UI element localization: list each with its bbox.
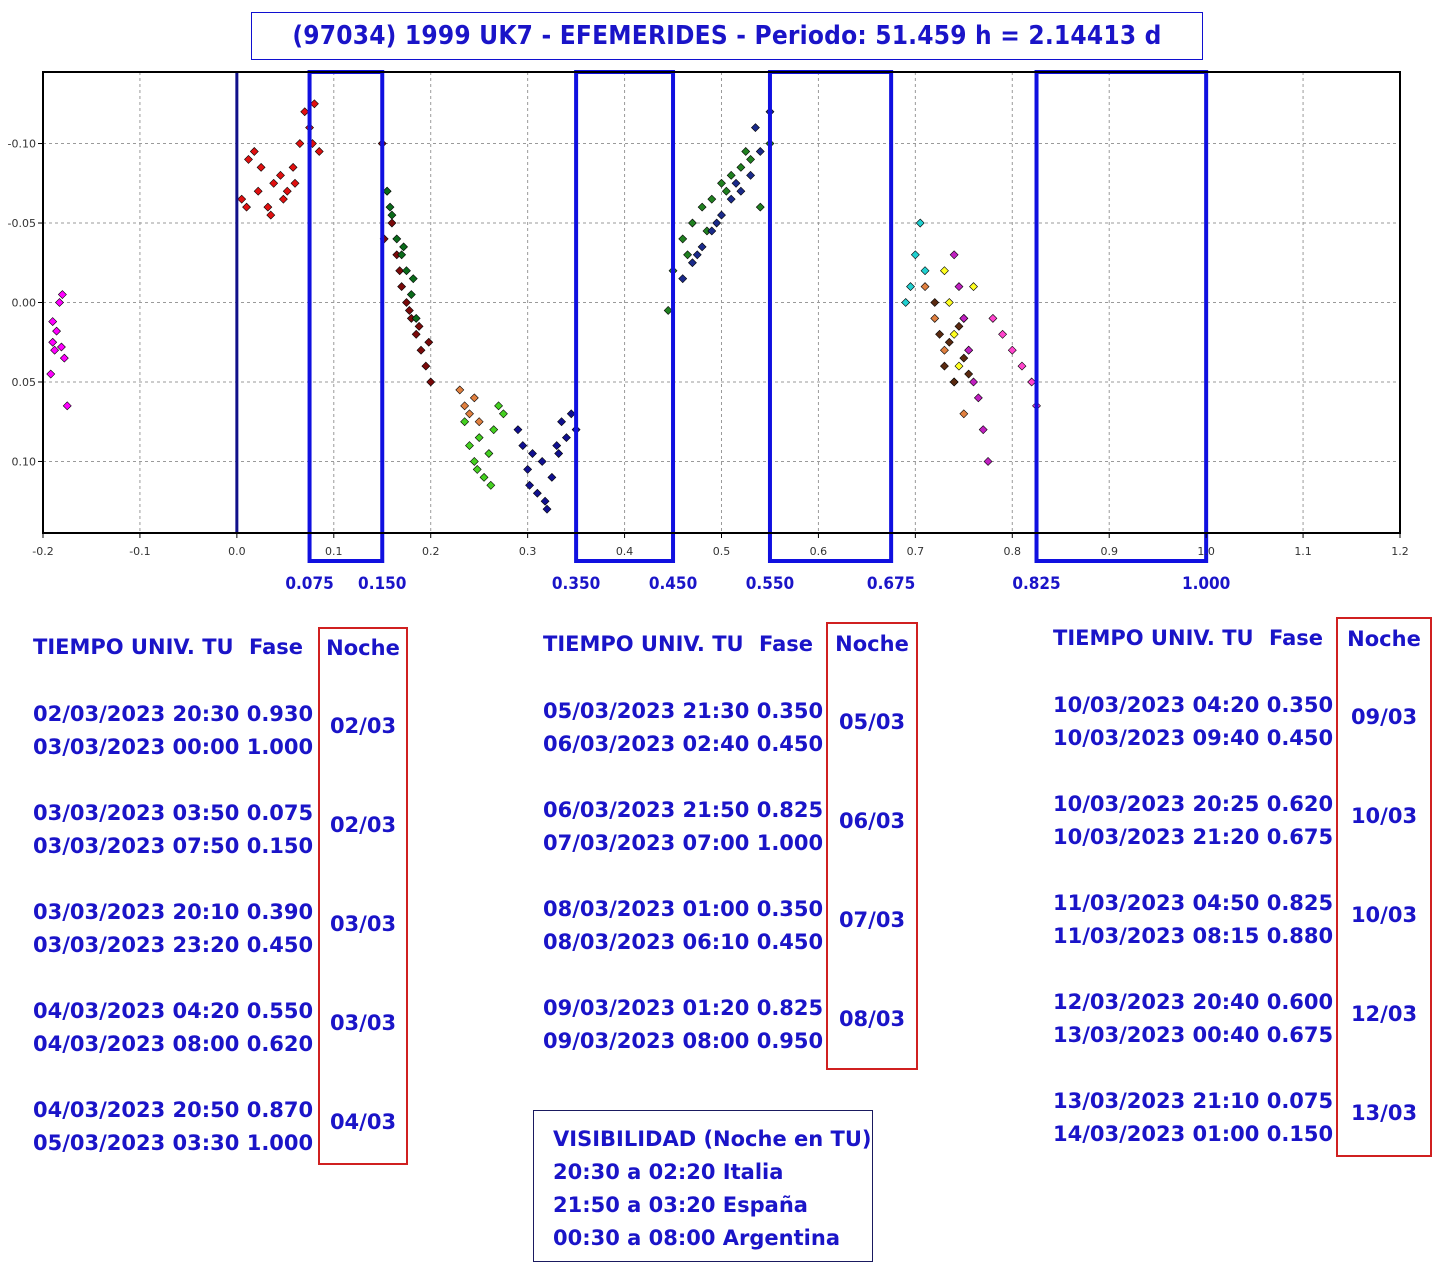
header-fase: Fase [249,635,303,659]
ephemeris-line: 13/03/2023 21:10 0.075 [1053,1089,1333,1113]
noche-value: 09/03 [1338,705,1430,729]
header-time: TIEMPO UNIV. TU [1053,626,1254,650]
ephemeris-line: 10/03/2023 09:40 0.450 [1053,726,1333,750]
noche-value: 08/03 [828,1007,916,1031]
window-end-label: 0.150 [358,574,406,594]
ephemeris-line: 03/03/2023 07:50 0.150 [33,834,313,858]
x-tick-label: 1.0 [1197,545,1215,558]
x-tick-label: 0.4 [616,545,634,558]
window-start-label: 0.550 [746,574,794,594]
ephemeris-line: 02/03/2023 20:30 0.930 [33,702,313,726]
x-tick-label: 0.5 [713,545,731,558]
ephemeris-line: 08/03/2023 06:10 0.450 [543,930,823,954]
noche-value: 12/03 [1338,1002,1430,1026]
noche-value: 02/03 [320,714,406,738]
noche-value: 05/03 [828,710,916,734]
ephemeris-line: 04/03/2023 04:20 0.550 [33,999,313,1023]
ephemeris-line: 10/03/2023 20:25 0.620 [1053,792,1333,816]
window-end-label: 0.675 [867,574,915,594]
x-tick-label: 0.1 [325,545,343,558]
ephemeris-line: 10/03/2023 21:20 0.675 [1053,825,1333,849]
noche-value: 02/03 [320,813,406,837]
x-tick-label: 0.2 [422,545,440,558]
ephemeris-line: 06/03/2023 02:40 0.450 [543,732,823,756]
header-noche: Noche [320,636,406,660]
noche-value: 03/03 [320,912,406,936]
visibility-title: VISIBILIDAD (Noche en TU) [553,1127,871,1151]
header-noche: Noche [1338,627,1430,651]
visibility-line: 20:30 a 02:20 Italia [553,1160,783,1184]
ephemeris-line: 03/03/2023 20:10 0.390 [33,900,313,924]
window-start-label: 0.350 [552,574,600,594]
x-tick-label: 0.8 [1004,545,1022,558]
header-time: TIEMPO UNIV. TU [543,632,744,656]
noche-box: Noche 09/03 10/03 10/03 12/03 13/03 [1336,617,1432,1157]
window-start-label: 0.825 [1012,574,1060,594]
ephemeris-line: 04/03/2023 08:00 0.620 [33,1032,313,1056]
lightcurve-chart: 0.075 0.150 0.350 0.450 0.550 0.675 0.825 1.000… [0,0,1447,600]
ephemeris-line: 09/03/2023 01:20 0.825 [543,996,823,1020]
ephemeris-line: 10/03/2023 04:20 0.350 [1053,693,1333,717]
noche-box: Noche 05/03 06/03 07/03 08/03 [826,622,918,1070]
ephemeris-line: 11/03/2023 04:50 0.825 [1053,891,1333,915]
x-tick-label: -0.2 [32,545,53,558]
x-tick-label: 0.0 [228,545,246,558]
y-tick-label: 0.05 [12,376,37,389]
noche-value: 07/03 [828,908,916,932]
window-start-label: 0.075 [285,574,333,594]
ephemeris-line: 13/03/2023 00:40 0.675 [1053,1023,1333,1047]
noche-value: 03/03 [320,1011,406,1035]
visibility-line: 00:30 a 08:00 Argentina [553,1226,840,1250]
ephemeris-line: 04/03/2023 20:50 0.870 [33,1098,313,1122]
header-fase: Fase [1269,626,1323,650]
ephemeris-line: 11/03/2023 08:15 0.880 [1053,924,1333,948]
header-noche: Noche [828,632,916,656]
window-end-label: 0.450 [649,574,697,594]
ephemeris-line: 12/03/2023 20:40 0.600 [1053,990,1333,1014]
noche-value: 10/03 [1338,903,1430,927]
noche-value: 13/03 [1338,1101,1430,1125]
window-end-label: 1.000 [1182,574,1230,594]
ephemeris-line: 03/03/2023 00:00 1.000 [33,735,313,759]
noche-value: 06/03 [828,809,916,833]
visibility-box: VISIBILIDAD (Noche en TU) 20:30 a 02:20 … [533,1110,873,1262]
ephemeris-line: 06/03/2023 21:50 0.825 [543,798,823,822]
ephemeris-line: 05/03/2023 21:30 0.350 [543,699,823,723]
header-fase: Fase [759,632,813,656]
x-tick-label: 0.3 [519,545,537,558]
visibility-line: 21:50 a 03:20 España [553,1193,808,1217]
ephemeris-line: 14/03/2023 01:00 0.150 [1053,1122,1333,1146]
x-tick-label: 0.7 [907,545,925,558]
y-tick-label: 0.00 [12,297,37,310]
y-tick-label: -0.10 [8,138,36,151]
ephemeris-line: 07/03/2023 07:00 1.000 [543,831,823,855]
ephemeris-line: 08/03/2023 01:00 0.350 [543,897,823,921]
y-tick-label: -0.05 [8,217,36,230]
ephemeris-line: 09/03/2023 08:00 0.950 [543,1029,823,1053]
noche-value: 04/03 [320,1110,406,1134]
x-tick-label: 1.1 [1294,545,1312,558]
x-tick-label: 0.9 [1100,545,1118,558]
x-tick-label: 1.2 [1391,545,1409,558]
noche-box: Noche 02/03 02/03 03/03 03/03 04/03 [318,627,408,1165]
ephemeris-line: 05/03/2023 03:30 1.000 [33,1131,313,1155]
x-tick-label: 0.6 [810,545,828,558]
x-tick-label: -0.1 [129,545,150,558]
header-time: TIEMPO UNIV. TU [33,635,234,659]
ephemeris-line: 03/03/2023 23:20 0.450 [33,933,313,957]
noche-value: 10/03 [1338,804,1430,828]
y-tick-label: 0.10 [12,455,37,468]
ephemeris-line: 03/03/2023 03:50 0.075 [33,801,313,825]
